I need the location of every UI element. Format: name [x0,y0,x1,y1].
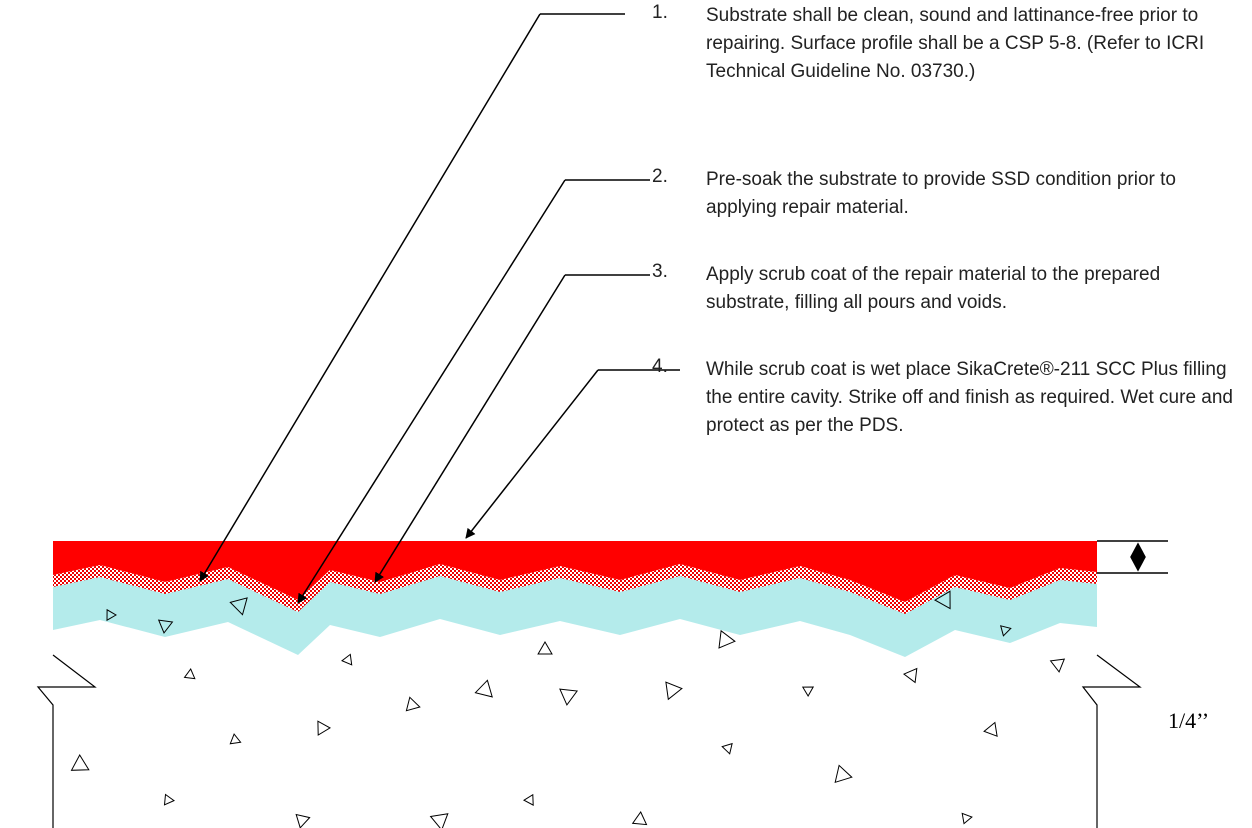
aggregate-stone [157,619,174,634]
aggregate-stone [474,679,493,698]
aggregate-stone [341,653,353,666]
note-number: 4. [652,356,668,377]
leaders [199,13,680,604]
leader [199,13,541,582]
aggregate-stone [999,625,1012,637]
aggregate-stone [903,667,918,684]
aggregate-stone [106,608,117,622]
aggregate-stone [721,742,733,755]
aggregate-stone [718,629,736,649]
aggregate-stone [665,681,683,701]
aggregate-stone [317,720,331,736]
scrub-coat [53,564,1097,614]
right-break [1081,654,1142,828]
aggregate-stone [1049,658,1066,673]
aggregate-stone [183,668,196,680]
layers [53,541,1097,657]
repair-mortar [53,541,1097,602]
aggregate-stone [961,812,973,825]
aggregate-stone [834,764,853,784]
aggregate-stone [801,686,815,697]
leader [465,369,599,539]
aggregate-stone [631,811,648,826]
leader [297,179,566,604]
note-number: 1. [652,2,668,23]
dimension-arrow [1130,542,1146,572]
dimension-label: 1/4’’ [1168,708,1210,733]
note-text: Pre-soak the substrate to provide SSD co… [706,169,1176,218]
note-text: Substrate shall be clean, sound and latt… [706,5,1205,82]
leader [374,274,566,583]
aggregate-stone [163,793,176,806]
aggregate-stone [229,597,248,616]
aggregate-stone [405,696,421,712]
cyan-layer [53,574,1097,657]
aggregate-stone [523,793,534,806]
dimension [1097,540,1168,574]
aggregate-stone [559,688,579,706]
aggregate-stone [983,721,998,737]
concrete-outline [36,654,1142,828]
aggregate-stone [70,753,90,771]
aggregate-stone [537,641,553,655]
aggregate-stone [933,590,951,610]
note-number: 3. [652,261,668,282]
aggregate-stone [229,733,242,745]
aggregate-stone [295,813,311,828]
note-text: While scrub coat is wet place SikaCrete®… [706,359,1233,436]
note-text: Apply scrub coat of the repair material … [706,264,1161,313]
aggregate [70,590,1066,828]
left-break [36,654,97,828]
note-number: 2. [652,166,668,187]
aggregate-stone [429,813,449,828]
